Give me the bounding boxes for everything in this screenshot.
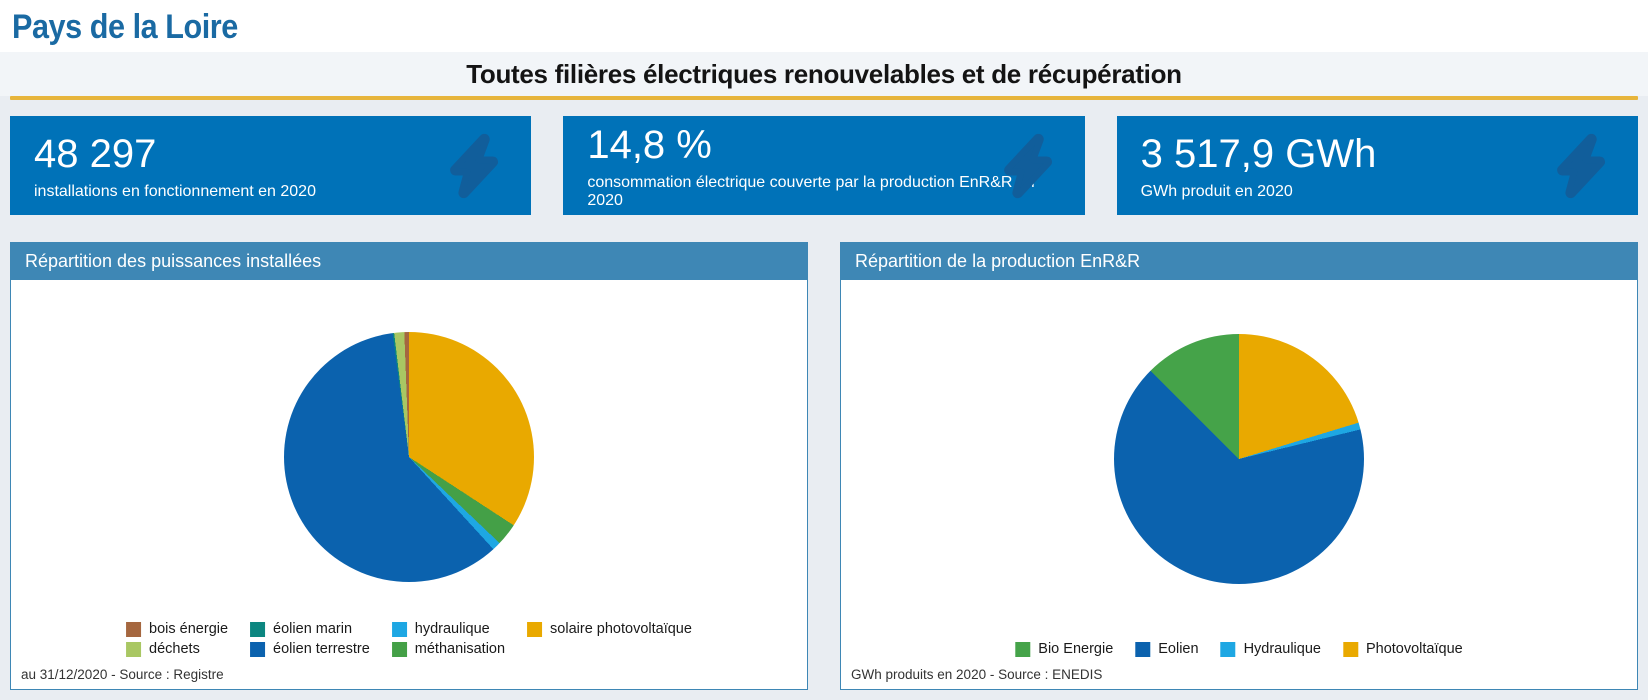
title-band: Toutes filières électriques renouvelable… — [0, 52, 1648, 96]
legend-item[interactable]: hydraulique — [391, 621, 505, 637]
legend-item[interactable]: bois énergie — [126, 621, 228, 637]
lightning-icon — [1003, 133, 1052, 198]
legend-label: éolien marin — [273, 621, 353, 637]
legend-production: Bio Energie Eolien Hydraulique Photovoltaïq… — [1015, 641, 1463, 657]
accent-divider — [10, 96, 1638, 100]
top-header-band: Pays de la Loire — [0, 0, 1648, 52]
panel-installed-capacity: Répartition des puissances installées bo… — [10, 242, 808, 690]
panel-title: Répartition des puissances installées — [11, 243, 807, 280]
legend-item[interactable]: Hydraulique — [1220, 641, 1321, 657]
legend-item[interactable]: Photovoltaïque — [1342, 641, 1463, 657]
charts-row: Répartition des puissances installées bo… — [10, 242, 1638, 690]
pie-chart-installed-capacity[interactable] — [284, 332, 534, 582]
lightning-icon — [450, 133, 499, 198]
legend-label: hydraulique — [414, 621, 490, 637]
legend-item[interactable]: éolien terrestre — [250, 641, 370, 657]
kpi-card-installations: 48 297 installations en fonctionnement e… — [10, 116, 532, 215]
page-title: Toutes filières électriques renouvelable… — [466, 58, 1182, 89]
legend-label: bois énergie — [149, 621, 229, 637]
legend-swatch-icon — [126, 621, 142, 637]
legend-label: solaire photovoltaïque — [550, 621, 692, 637]
panel-footer: GWh produits en 2020 - Source : ENEDIS — [851, 667, 1103, 682]
legend-swatch-icon — [391, 621, 407, 637]
legend-swatch-icon — [391, 641, 407, 657]
legend-label: éolien terrestre — [273, 641, 370, 657]
legend-item[interactable]: méthanisation — [391, 641, 506, 657]
legend-item[interactable]: déchets — [126, 641, 228, 657]
panel-body: bois énergie éolien marin hydraulique solai… — [11, 280, 807, 689]
legend-swatch-icon — [250, 621, 266, 637]
region-title: Pays de la Loire — [12, 8, 238, 46]
pie-chart-production[interactable] — [1114, 334, 1364, 584]
lightning-icon — [1557, 133, 1605, 198]
kpi-row: 48 297 installations en fonctionnement e… — [10, 116, 1638, 215]
panel-production: Répartition de la production EnR&R Bio E… — [840, 242, 1638, 690]
legend-item[interactable]: solaire photovoltaïque — [527, 621, 692, 637]
kpi-value: 48 297 — [34, 131, 157, 176]
legend-item[interactable]: Eolien — [1135, 641, 1199, 657]
legend-label: Photovoltaïque — [1365, 641, 1463, 657]
legend-swatch-icon — [527, 621, 543, 637]
kpi-label: consommation électrique couverte par la … — [587, 173, 1035, 209]
legend-swatch-icon — [1220, 641, 1236, 657]
legend-swatch-icon — [1135, 641, 1151, 657]
legend-swatch-icon — [250, 641, 266, 657]
legend-item[interactable]: Bio Energie — [1015, 641, 1113, 657]
kpi-label: GWh produit en 2020 — [1140, 182, 1293, 200]
legend-label: Hydraulique — [1243, 641, 1321, 657]
panel-body: Bio Energie Eolien Hydraulique Photovoltaïq… — [841, 280, 1637, 689]
legend-swatch-icon — [1342, 641, 1358, 657]
legend-item[interactable]: éolien marin — [250, 621, 370, 637]
legend-label: méthanisation — [414, 641, 506, 657]
legend-swatch-icon — [126, 641, 142, 657]
kpi-card-production: 3 517,9 GWh GWh produit en 2020 — [1116, 116, 1638, 215]
legend-swatch-icon — [1015, 641, 1031, 657]
kpi-value: 3 517,9 GWh — [1140, 131, 1377, 176]
panel-title: Répartition de la production EnR&R — [841, 243, 1637, 280]
legend-installed-capacity: bois énergie éolien marin hydraulique solai… — [126, 621, 692, 657]
legend-label: Eolien — [1158, 641, 1199, 657]
panel-footer: au 31/12/2020 - Source : Registre — [21, 667, 224, 682]
legend-label: Bio Energie — [1038, 641, 1114, 657]
kpi-label: installations en fonctionnement en 2020 — [34, 182, 316, 200]
legend-label: déchets — [149, 641, 200, 657]
kpi-value: 14,8 % — [587, 122, 712, 167]
kpi-card-coverage: 14,8 % consommation électrique couverte … — [563, 116, 1085, 215]
